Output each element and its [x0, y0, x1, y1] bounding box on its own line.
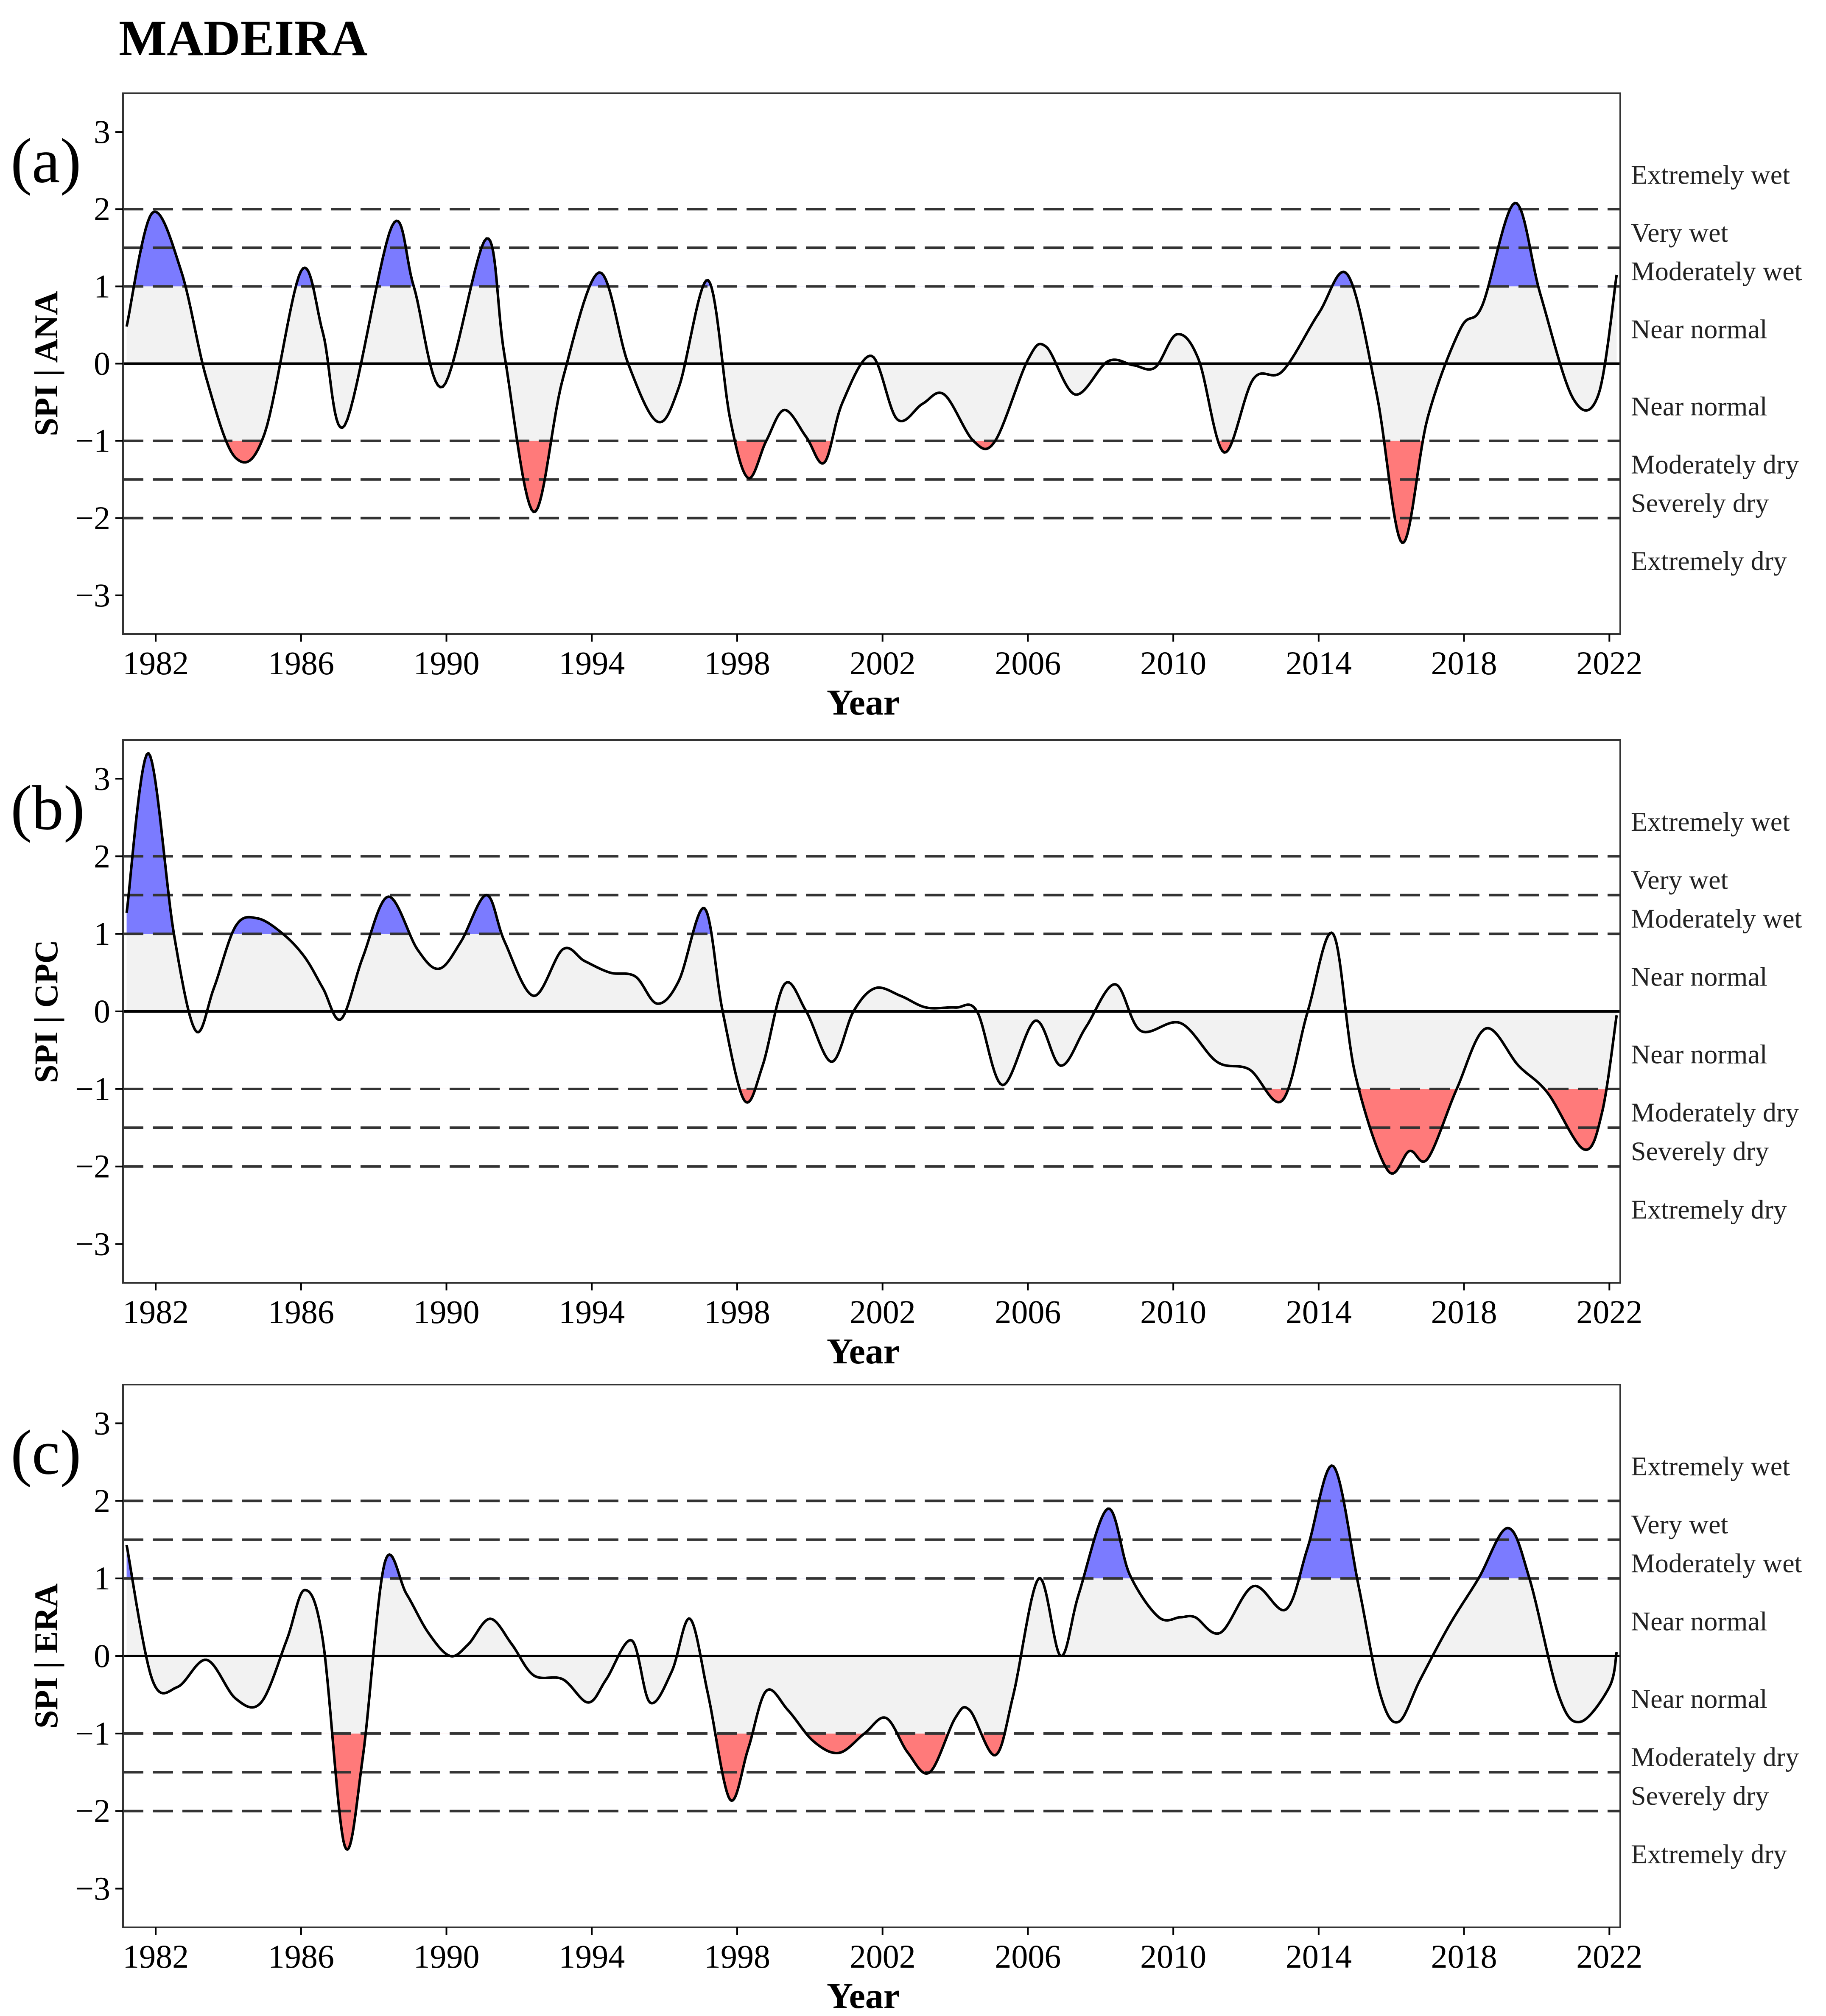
category-label: Near normal — [1631, 1606, 1767, 1636]
y-tick-label: 1 — [94, 915, 110, 952]
category-label: Moderately wet — [1631, 256, 1802, 286]
x-tick-label: 2018 — [1431, 645, 1497, 681]
x-tick-label: 2006 — [995, 645, 1061, 681]
x-tick-label: 1998 — [704, 645, 770, 681]
y-tick-label: 1 — [94, 268, 110, 304]
y-axis-label: SPI | ANA — [28, 291, 64, 436]
category-label: Severely dry — [1631, 488, 1769, 518]
y-tick-label: 2 — [94, 838, 110, 874]
y-tick-label: −3 — [75, 1870, 110, 1907]
x-tick-label: 2022 — [1576, 645, 1642, 681]
x-tick-label: 2014 — [1286, 645, 1352, 681]
x-tick-label: 1982 — [123, 1938, 189, 1975]
category-label: Extremely wet — [1631, 159, 1790, 190]
y-axis-label: SPI | CPC — [28, 940, 64, 1083]
x-tick-label: 2022 — [1576, 1293, 1642, 1330]
category-label: Moderately dry — [1631, 449, 1799, 479]
y-tick-label: 0 — [94, 1637, 110, 1674]
category-label: Moderately wet — [1631, 904, 1802, 934]
category-label: Moderately dry — [1631, 1097, 1799, 1128]
x-tick-label: 2010 — [1140, 1938, 1206, 1975]
x-tick-label: 1982 — [123, 1293, 189, 1330]
y-tick-label: 2 — [94, 190, 110, 227]
category-label: Severely dry — [1631, 1136, 1769, 1166]
y-tick-label: 0 — [94, 993, 110, 1030]
category-label: Very wet — [1631, 865, 1728, 895]
panel-a: 3 2 1 0 −1 −2 −3 1982 1986 1990 1994 1998 2002 2006 20… — [11, 92, 1802, 723]
x-tick-label: 2002 — [850, 1293, 916, 1330]
x-tick-label: 2018 — [1431, 1938, 1497, 1975]
x-tick-label: 1994 — [559, 645, 625, 681]
category-label: Near normal — [1631, 1039, 1767, 1069]
x-tick-label: 2010 — [1140, 645, 1206, 681]
x-tick-label: 1998 — [704, 1293, 770, 1330]
figure-title: MADEIRA — [119, 10, 368, 66]
x-tick-label: 1982 — [123, 645, 189, 681]
y-tick-label: 3 — [94, 113, 110, 150]
x-tick-label: 2006 — [995, 1293, 1061, 1330]
x-tick-label: 1986 — [268, 1938, 334, 1975]
x-tick-label: 1994 — [559, 1293, 625, 1330]
x-tick-label: 2006 — [995, 1938, 1061, 1975]
x-tick-label: 1986 — [268, 1293, 334, 1330]
y-tick-label: −2 — [75, 500, 110, 536]
spi-series-line — [125, 752, 1618, 1175]
category-label: Near normal — [1631, 391, 1767, 422]
category-label: Extremely wet — [1631, 807, 1790, 837]
y-tick-label: −1 — [75, 1715, 110, 1752]
x-tick-label: 2002 — [850, 1938, 916, 1975]
category-label: Extremely dry — [1631, 1194, 1787, 1224]
x-tick-label: 2022 — [1576, 1938, 1642, 1975]
panel-c: 3 2 1 0 −1 −2 −3 1982 1986 1990 1994 1998 2002 2006 20… — [11, 1384, 1802, 2016]
y-tick-label: −2 — [75, 1148, 110, 1185]
y-tick-label: −1 — [75, 422, 110, 459]
spi-series-line — [125, 201, 1618, 544]
near-normal-area — [126, 753, 1617, 1174]
panel-b: 3 2 1 0 −1 −2 −3 1982 1986 1990 1994 1998 2002 2006 20… — [11, 739, 1802, 1371]
y-tick-label: 0 — [94, 345, 110, 382]
category-label: Near normal — [1631, 314, 1767, 344]
y-tick-label: 3 — [94, 1404, 110, 1441]
panel-label: (c) — [11, 1417, 81, 1488]
y-tick-label: 3 — [94, 760, 110, 797]
y-axis-label: SPI | ERA — [28, 1583, 64, 1728]
y-tick-label: −2 — [75, 1793, 110, 1829]
category-label: Very wet — [1631, 1509, 1728, 1539]
panel-label: (b) — [11, 773, 85, 843]
y-tick-label: −3 — [75, 577, 110, 614]
x-tick-label: 1990 — [414, 645, 480, 681]
x-tick-label: 2010 — [1140, 1293, 1206, 1330]
category-label: Very wet — [1631, 218, 1728, 248]
category-label: Near normal — [1631, 1684, 1767, 1714]
x-tick-label: 1998 — [704, 1938, 770, 1975]
x-tick-label: 1986 — [268, 645, 334, 681]
y-tick-label: −3 — [75, 1226, 110, 1262]
x-tick-label: 1994 — [559, 1938, 625, 1975]
x-axis-label: Year — [827, 1975, 900, 2016]
y-tick-label: 1 — [94, 1560, 110, 1597]
y-tick-label: 2 — [94, 1482, 110, 1519]
near-normal-area — [126, 1466, 1617, 1850]
category-label: Near normal — [1631, 962, 1767, 992]
category-label: Extremely wet — [1631, 1451, 1790, 1481]
x-tick-label: 2014 — [1286, 1293, 1352, 1330]
category-label: Moderately dry — [1631, 1742, 1799, 1772]
x-tick-label: 1990 — [414, 1938, 480, 1975]
category-label: Extremely dry — [1631, 546, 1787, 576]
wet-area — [126, 1466, 1617, 1579]
spi-series-line — [125, 1464, 1618, 1851]
x-tick-label: 1990 — [414, 1293, 480, 1330]
x-tick-label: 2002 — [850, 645, 916, 681]
y-tick-label: −1 — [75, 1070, 110, 1107]
x-tick-label: 2014 — [1286, 1938, 1352, 1975]
x-axis-label: Year — [827, 1331, 900, 1371]
category-label: Severely dry — [1631, 1781, 1769, 1811]
dry-area — [126, 1089, 1617, 1174]
x-tick-label: 2018 — [1431, 1293, 1497, 1330]
x-axis-label: Year — [827, 682, 900, 723]
panel-label: (a) — [11, 126, 81, 196]
category-label: Moderately wet — [1631, 1548, 1802, 1578]
category-label: Extremely dry — [1631, 1839, 1787, 1869]
